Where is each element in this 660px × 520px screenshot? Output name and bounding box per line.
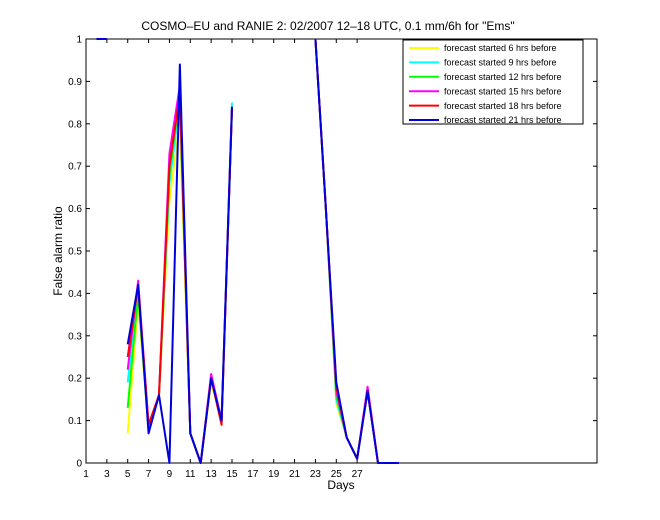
y-tick-label: 0.5	[68, 247, 82, 258]
legend-label: forecast started 18 hrs before	[444, 101, 562, 111]
x-tick-label: 9	[167, 469, 173, 480]
legend: forecast started 6 hrs before forecast st…	[402, 39, 584, 125]
y-tick-label: 0.7	[68, 162, 82, 173]
legend-label: forecast started 6 hrs before	[444, 43, 557, 53]
y-tick-label: 0.3	[68, 331, 82, 342]
y-axis-title: False alarm ratio	[51, 206, 65, 296]
y-tick-label: 1	[76, 35, 82, 46]
x-tick-label: 1	[83, 469, 89, 480]
x-tick-label: 25	[331, 469, 343, 480]
legend-label: forecast started 21 hrs before	[444, 115, 562, 125]
series-lines	[96, 38, 399, 464]
x-tick-label: 21	[289, 469, 301, 480]
y-tick-label: 0.1	[68, 416, 82, 427]
chart-title: COSMO–EU and RANIE 2: 02/2007 12–18 UTC,…	[141, 19, 514, 33]
x-tick-label: 27	[352, 469, 364, 480]
x-tick-label: 17	[247, 469, 259, 480]
legend-label: forecast started 9 hrs before	[444, 58, 557, 68]
series-line-6	[126, 63, 233, 464]
y-tick-label: 0.9	[68, 77, 82, 88]
x-tick-label: 7	[146, 469, 152, 480]
y-tick-label: 0.8	[68, 119, 82, 130]
x-tick-label: 11	[185, 469, 196, 480]
legend-label: forecast started 15 hrs before	[444, 86, 562, 96]
x-tick-label: 3	[104, 469, 110, 480]
y-tick-label: 0.6	[68, 204, 82, 215]
y-tick-label: 0.4	[68, 289, 82, 300]
series-line-6	[314, 38, 399, 464]
x-tick-label: 5	[125, 469, 131, 480]
legend-box	[402, 39, 584, 125]
x-tick-label: 19	[268, 469, 280, 480]
x-tick-label: 13	[206, 469, 218, 480]
x-tick-label: 15	[226, 469, 238, 480]
legend-label: forecast started 12 hrs before	[444, 72, 562, 82]
x-axis-title: Days	[327, 478, 354, 492]
y-tick-label: 0	[76, 459, 82, 470]
axis-ticks: 1 3 5 7 9 11 13 15 17 19 21 23 25 2700.10.20.30.40.50…	[68, 35, 597, 480]
y-tick-label: 0.2	[68, 374, 82, 385]
x-tick-label: 23	[310, 469, 322, 480]
